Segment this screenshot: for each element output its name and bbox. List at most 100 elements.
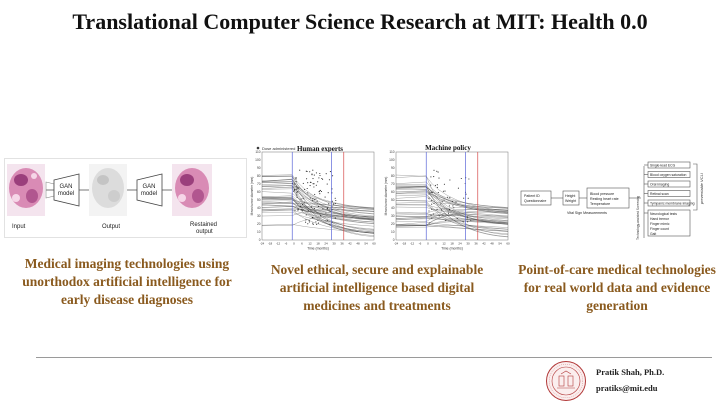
- chart-plot-area: [261, 151, 375, 241]
- trajectory-line: [261, 176, 375, 234]
- trajectory-line: [261, 201, 375, 220]
- y-tick-label: 10: [391, 230, 395, 234]
- y-tick-label: 20: [257, 222, 261, 226]
- trajectory-line: [261, 182, 375, 217]
- dose-marker: [436, 170, 438, 172]
- dose-marker: [328, 203, 330, 205]
- dose-marker: [319, 193, 321, 195]
- dose-marker: [310, 181, 312, 183]
- seal-svg: [546, 361, 586, 401]
- dose-marker: [312, 222, 314, 224]
- y-tick-label: 110: [389, 150, 394, 154]
- flow-svg: Patient ID Questionnaire Height Weight B…: [520, 161, 704, 240]
- dose-marker: [292, 186, 294, 188]
- dose-marker: [431, 217, 433, 219]
- x-tick-label: -24: [260, 242, 265, 246]
- x-tick-label: 0: [293, 242, 295, 246]
- dose-marker: [324, 196, 326, 198]
- flow-weight-line: Weight: [565, 199, 576, 203]
- x-tick-label: 60: [506, 242, 510, 246]
- trajectory-line: [395, 215, 509, 219]
- dose-marker: [319, 189, 322, 191]
- x-tick-label: 18: [316, 242, 320, 246]
- dose-marker: [312, 178, 314, 180]
- x-tick-label: 30: [466, 242, 470, 246]
- y-tick-label: 70: [257, 182, 261, 186]
- dose-marker: [316, 200, 318, 202]
- dose-marker: [440, 203, 442, 205]
- legend-label: Dose administered: [262, 146, 295, 151]
- trajectory-line: [261, 215, 375, 226]
- y-tick-label: 30: [391, 214, 395, 218]
- dose-marker: [437, 171, 439, 173]
- trajectory-line: [261, 181, 375, 237]
- y-tick-label: 40: [257, 206, 261, 210]
- flow-neuro-item: Hand tremor: [650, 217, 670, 221]
- trajectory-line: [261, 186, 375, 236]
- dose-marker: [296, 192, 298, 194]
- footer-divider: [36, 357, 712, 358]
- dose-marker: [329, 224, 331, 226]
- x-tick-label: -24: [394, 242, 399, 246]
- dose-marker: [431, 192, 433, 194]
- dose-marker: [326, 219, 329, 221]
- trajectory-line: [261, 195, 375, 224]
- flow-neuro-item: Gait: [650, 232, 656, 236]
- dose-marker: [307, 210, 309, 212]
- dose-marker: [431, 208, 433, 210]
- dose-marker: [320, 190, 323, 193]
- dose-marker: [312, 199, 314, 201]
- trajectory-line: [261, 186, 375, 215]
- trajectory-line: [395, 206, 509, 218]
- dose-marker: [311, 174, 313, 176]
- dose-marker: [311, 206, 313, 208]
- dose-marker: [460, 177, 462, 180]
- dose-marker: [322, 178, 324, 180]
- dosing-charts-svg: Dose administered Human experts Machine …: [250, 144, 510, 251]
- y-tick-label: 80: [391, 174, 395, 178]
- dose-marker: [297, 208, 299, 210]
- flow-branch-box: [647, 171, 691, 178]
- dose-marker: [447, 196, 449, 198]
- dose-marker: [313, 174, 315, 176]
- trajectory-line: [261, 201, 375, 233]
- dose-marker: [325, 173, 327, 175]
- x-tick-label: 60: [372, 242, 376, 246]
- flow-height-line: Height: [565, 194, 575, 198]
- trajectory-line: [395, 210, 509, 226]
- x-tick-label: 48: [490, 242, 494, 246]
- y-axis-label: Mean tumor diameter (mm): [384, 177, 388, 216]
- flow-branch-box: [647, 180, 691, 188]
- dose-marker: [444, 190, 446, 192]
- dose-marker: [466, 216, 468, 218]
- dose-marker: [463, 197, 465, 199]
- dose-marker: [302, 182, 304, 184]
- dose-marker: [327, 192, 329, 194]
- trajectory-line: [395, 200, 509, 232]
- dose-marker: [295, 186, 297, 188]
- trajectory-line: [395, 175, 509, 235]
- flow-neuro-box: [647, 209, 691, 237]
- dose-marker: [442, 214, 444, 216]
- flow-branch-box: [647, 199, 691, 207]
- dose-marker: [334, 202, 336, 205]
- chart-legend: Dose administered: [256, 146, 295, 151]
- dose-marker: [295, 177, 297, 179]
- dose-marker: [300, 209, 302, 211]
- dose-marker: [449, 179, 451, 181]
- flow-branch-item: Oral imaging: [650, 182, 669, 186]
- author-email[interactable]: pratiks@mit.edu: [596, 383, 658, 393]
- input-tissue-image: [7, 164, 45, 216]
- dose-marker: [436, 186, 438, 188]
- y-tick-label: 90: [257, 166, 261, 170]
- dose-marker: [319, 190, 321, 192]
- dose-marker: [428, 197, 430, 199]
- dose-marker: [449, 197, 451, 199]
- y-tick-label: 30: [257, 214, 261, 218]
- trajectory-line: [261, 208, 375, 212]
- dose-marker: [453, 207, 455, 209]
- dose-marker: [313, 183, 315, 185]
- dose-marker: [430, 191, 432, 193]
- y-tick-label: 0: [259, 238, 261, 242]
